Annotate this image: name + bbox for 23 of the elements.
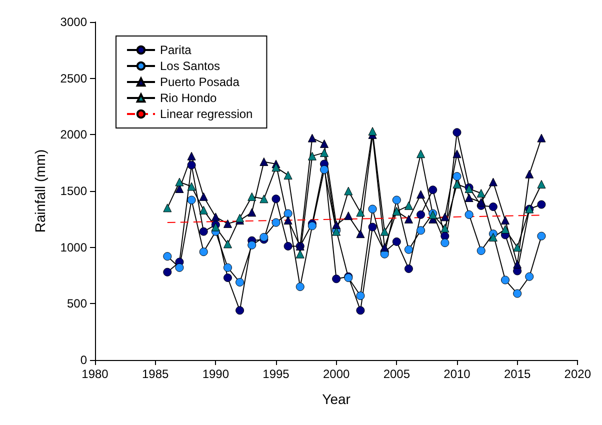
x-tick-label: 2010 xyxy=(444,367,471,381)
y-tick-label: 2000 xyxy=(60,128,88,142)
y-tick-label: 3000 xyxy=(60,15,88,29)
y-tick-label: 1000 xyxy=(60,240,88,254)
y-tick-label: 2500 xyxy=(60,71,88,86)
legend-label: Puerto Posada xyxy=(160,75,240,89)
x-tick-label: 2000 xyxy=(322,367,350,381)
legend-label: Parita xyxy=(160,43,192,57)
x-tick-label: 1995 xyxy=(262,367,290,381)
x-tick-label: 2015 xyxy=(504,367,531,381)
legend-label: Los Santos xyxy=(160,59,220,73)
x-tick-label: 1980 xyxy=(82,367,109,381)
legend-label: Rio Hondo xyxy=(160,91,218,105)
y-axis-title: Rainfall (mm) xyxy=(32,149,48,233)
legend-label: Linear regression xyxy=(160,107,253,121)
x-tick-label: 1985 xyxy=(142,367,169,381)
x-tick-label: 1990 xyxy=(202,367,230,381)
x-tick-label: 2005 xyxy=(383,367,410,381)
x-axis-title: Year xyxy=(322,391,351,407)
y-tick-label: 1500 xyxy=(60,184,88,198)
x-tick-label: 2020 xyxy=(564,367,592,381)
y-tick-label: 500 xyxy=(66,296,88,311)
y-tick-label: 0 xyxy=(80,353,88,367)
